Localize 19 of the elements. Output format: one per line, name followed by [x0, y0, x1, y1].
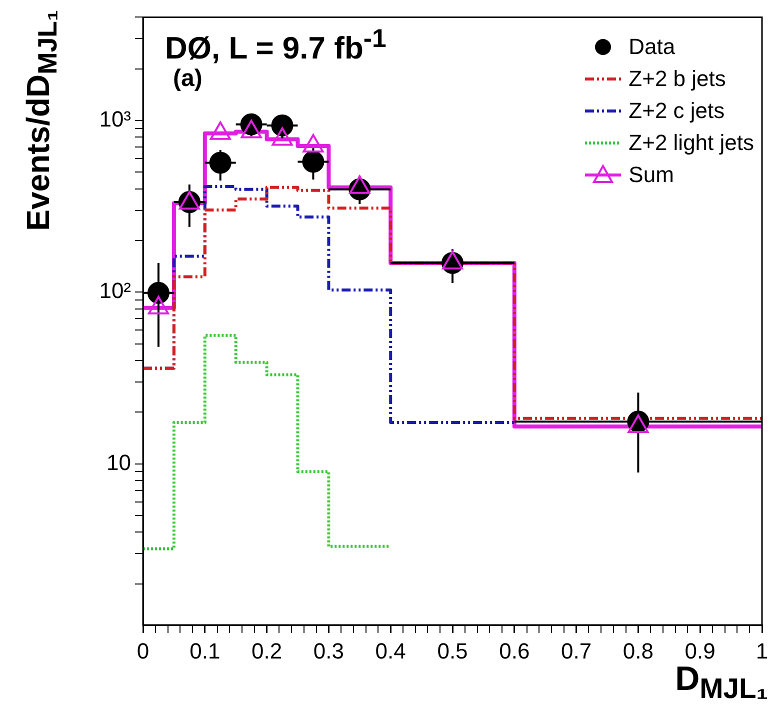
x-tick-label: 0.7 [561, 638, 592, 664]
x-tick-label: 0.8 [622, 638, 654, 664]
y-tick-label: 10 [106, 450, 131, 475]
legend-label: Sum [628, 161, 674, 189]
chart-title: DØ, L = 9.7 fb$^{-1}$ [165, 25, 386, 66]
legend-label: Z+2 light jets [628, 129, 754, 157]
legend-label: Z+2 b jets [628, 65, 726, 93]
x-tick-label: 0.6 [499, 638, 530, 664]
x-tick-label: 0.4 [375, 638, 406, 664]
x-tick-label: 0 [136, 638, 150, 664]
y-tick-label: 10³ [99, 106, 131, 132]
x-tick-label: 0.3 [313, 638, 344, 664]
x-tick-label: 0.2 [252, 638, 282, 664]
legend-label: Z+2 c jets [628, 97, 725, 125]
annotation: (a) [173, 65, 202, 93]
y-tick-label: 10² [99, 278, 131, 304]
legend-label: Data [628, 33, 676, 61]
x-tick-label: 0.5 [437, 638, 468, 664]
x-tick-label: 0.1 [190, 638, 220, 664]
